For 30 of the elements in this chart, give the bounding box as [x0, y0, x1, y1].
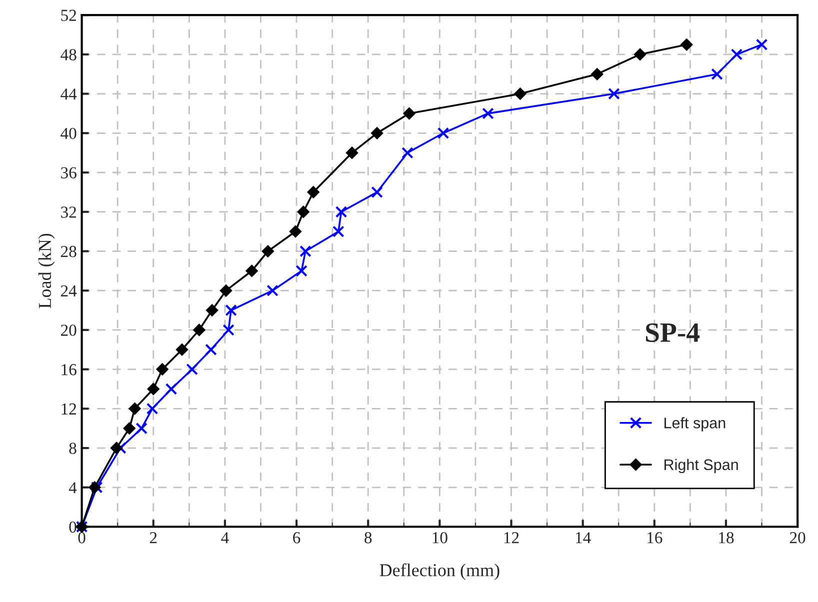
x-tick-label: 10 [432, 532, 448, 544]
y-tick-label: 44 [60, 88, 77, 100]
legend-label: Right Span [664, 458, 738, 474]
y-tick-label: 24 [61, 285, 77, 296]
x-tick-label: 16 [648, 532, 662, 544]
x-axis-title: Deflection (mm) [380, 563, 500, 580]
legend-label: Left span [664, 417, 726, 432]
y-tick-label: 52 [61, 10, 76, 21]
x-tick-label: 12 [504, 532, 519, 544]
x-tick-label: 2 [150, 532, 157, 544]
x-tick-label: 4 [221, 532, 229, 544]
annotation: SP-4 [646, 323, 700, 342]
y-tick-label: 8 [69, 442, 76, 454]
y-tick-label: 36 [61, 167, 76, 178]
y-tick-label: 16 [62, 364, 76, 376]
y-tick-label: 12 [62, 403, 76, 414]
x-tick-label: 14 [576, 532, 591, 544]
x-tick-label: 20 [790, 532, 806, 544]
y-axis-title: Load (kN) [38, 234, 55, 308]
y-tick-label: 32 [61, 206, 76, 218]
y-tick-label: 48 [60, 49, 76, 60]
y-tick-label: 40 [60, 128, 76, 140]
x-tick-label: 8 [364, 532, 372, 544]
x-tick-label: 18 [719, 532, 734, 544]
x-tick-label: 0 [78, 532, 86, 544]
y-tick-label: 0 [69, 521, 76, 533]
y-tick-label: 28 [61, 246, 76, 258]
x-tick-label: 6 [293, 532, 300, 544]
y-tick-label: 20 [61, 324, 76, 336]
y-tick-label: 4 [68, 482, 77, 494]
